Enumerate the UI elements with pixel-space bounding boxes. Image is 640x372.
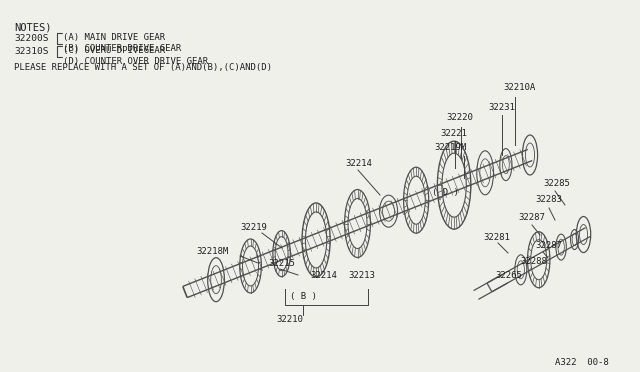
Text: 32220: 32220 (446, 113, 473, 122)
Text: 32210: 32210 (276, 315, 303, 324)
Text: ( D ): ( D ) (431, 189, 458, 198)
Text: 32219: 32219 (240, 224, 267, 232)
Text: 32287: 32287 (535, 241, 562, 250)
Text: 32310S: 32310S (14, 47, 49, 56)
Text: 32214: 32214 (345, 158, 372, 167)
Text: A322  00-8: A322 00-8 (555, 358, 609, 367)
Text: 32283: 32283 (535, 196, 562, 205)
Text: NOTES): NOTES) (14, 22, 51, 32)
Text: 32218M: 32218M (196, 247, 228, 257)
Text: 32231: 32231 (488, 103, 515, 112)
Text: 32288: 32288 (520, 257, 547, 266)
Text: 32265: 32265 (495, 272, 522, 280)
Text: 32215: 32215 (268, 260, 295, 269)
Text: 32287: 32287 (518, 214, 545, 222)
Text: (A) MAIN DRIVE GEAR: (A) MAIN DRIVE GEAR (63, 33, 165, 42)
Text: 32285: 32285 (543, 179, 570, 187)
Text: 32213: 32213 (348, 270, 375, 279)
Text: 32219M: 32219M (434, 144, 467, 153)
Text: 32221: 32221 (440, 128, 467, 138)
Text: 32200S: 32200S (14, 34, 49, 43)
Text: (D) COUNTER OVER DRIVE GEAR: (D) COUNTER OVER DRIVE GEAR (63, 57, 208, 66)
Text: ( B ): ( B ) (289, 292, 316, 301)
Text: 32210A: 32210A (503, 83, 535, 93)
Text: PLEASE REPLACE WITH A SET OF (A)AND(B),(C)AND(D): PLEASE REPLACE WITH A SET OF (A)AND(B),(… (14, 63, 272, 72)
Text: (B) COUNTER DRIVE GEAR: (B) COUNTER DRIVE GEAR (63, 44, 181, 53)
Text: 32281: 32281 (483, 232, 510, 241)
Text: 32214: 32214 (310, 270, 337, 279)
Text: (C) OVERU DPIVEGEAR: (C) OVERU DPIVEGEAR (63, 46, 165, 55)
